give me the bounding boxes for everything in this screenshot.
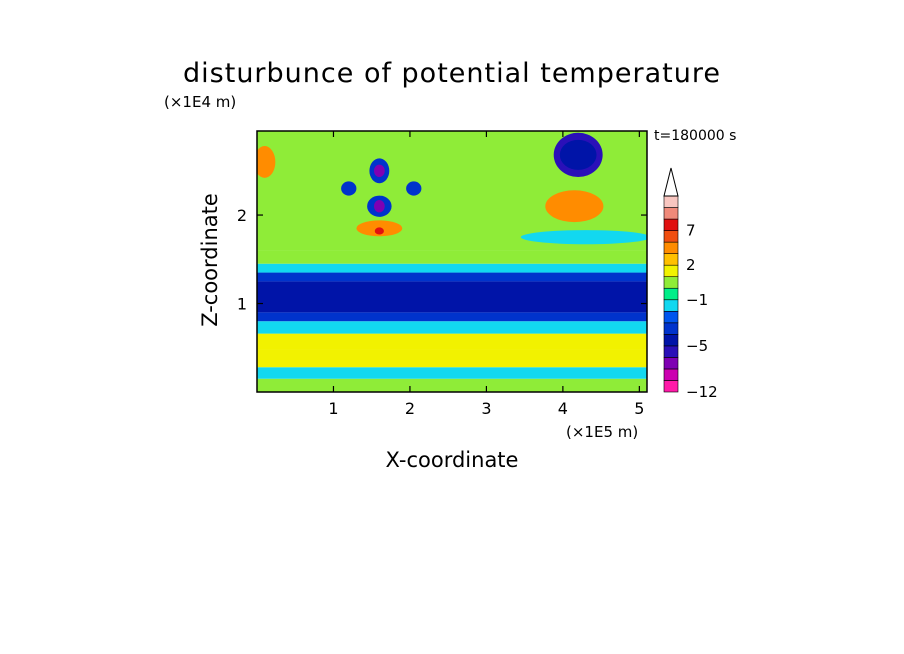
y-axis-unit: (×1E4 m) [164, 93, 237, 111]
colorbar-swatch [663, 241, 679, 254]
colorbar-swatch [663, 299, 679, 312]
contour-band [257, 272, 647, 282]
x-tick-label: 3 [481, 399, 491, 418]
colorbar-swatch [663, 334, 679, 347]
colorbar-swatch [663, 218, 679, 231]
contour-band [257, 367, 647, 379]
colorbar-swatch [663, 345, 679, 358]
contour-field [257, 131, 647, 392]
contour-feature [520, 230, 647, 245]
y-axis-label: Z-coordinate [198, 193, 222, 327]
contour-feature [374, 164, 385, 178]
y-tick-label: 2 [237, 206, 247, 225]
contour-feature [341, 181, 357, 196]
colorbar-tick-label: 7 [686, 222, 696, 240]
contour-band [257, 263, 647, 273]
colorbar-extend-arrow [663, 167, 679, 197]
colorbar-swatch [663, 276, 679, 289]
contour-feature [374, 200, 385, 213]
contour-band [257, 250, 647, 264]
axes: 1 2 3 4 5 1 2 [237, 131, 647, 418]
contour-band [257, 312, 647, 322]
contour-band [257, 349, 647, 368]
contour-feature [406, 181, 422, 196]
colorbar-tick-label: −12 [686, 383, 718, 401]
colorbar-swatch [663, 368, 679, 381]
colorbar-tick-label: −1 [686, 291, 708, 309]
y-tick-label: 1 [237, 295, 247, 314]
contour-band [257, 281, 647, 313]
colorbar-swatch [663, 264, 679, 278]
plot-frame [256, 130, 648, 393]
colorbar-swatch [663, 195, 679, 208]
contour-band [257, 321, 647, 334]
contour-feature [374, 227, 384, 235]
x-axis-unit: (×1E5 m) [566, 423, 639, 441]
colorbar-swatch [663, 207, 679, 220]
colorbar-swatch [663, 287, 679, 301]
contour-band [257, 333, 647, 350]
x-tick-label: 5 [634, 399, 644, 418]
chart-title: disturbunce of potential temperature [183, 58, 721, 89]
contour-feature [559, 139, 597, 170]
colorbar-swatch [663, 253, 679, 266]
colorbar-swatch [663, 230, 679, 243]
x-axis-label: X-coordinate [385, 448, 519, 472]
x-tick-label: 2 [405, 399, 415, 418]
colorbar: 7 2 −1 −5 −12 [663, 167, 718, 401]
colorbar-swatch [663, 310, 679, 324]
contour-feature [555, 196, 594, 216]
colorbar-swatch [663, 357, 679, 370]
colorbar-tick-label: −5 [686, 337, 708, 355]
colorbar-swatch [663, 380, 679, 393]
x-tick-label: 4 [558, 399, 568, 418]
time-annotation: t=180000 s [654, 128, 737, 144]
colorbar-tick-label: 2 [686, 256, 696, 274]
x-tick-label: 1 [328, 399, 338, 418]
contour-band [257, 378, 647, 392]
contour-feature [257, 146, 276, 178]
colorbar-swatch [663, 322, 679, 335]
